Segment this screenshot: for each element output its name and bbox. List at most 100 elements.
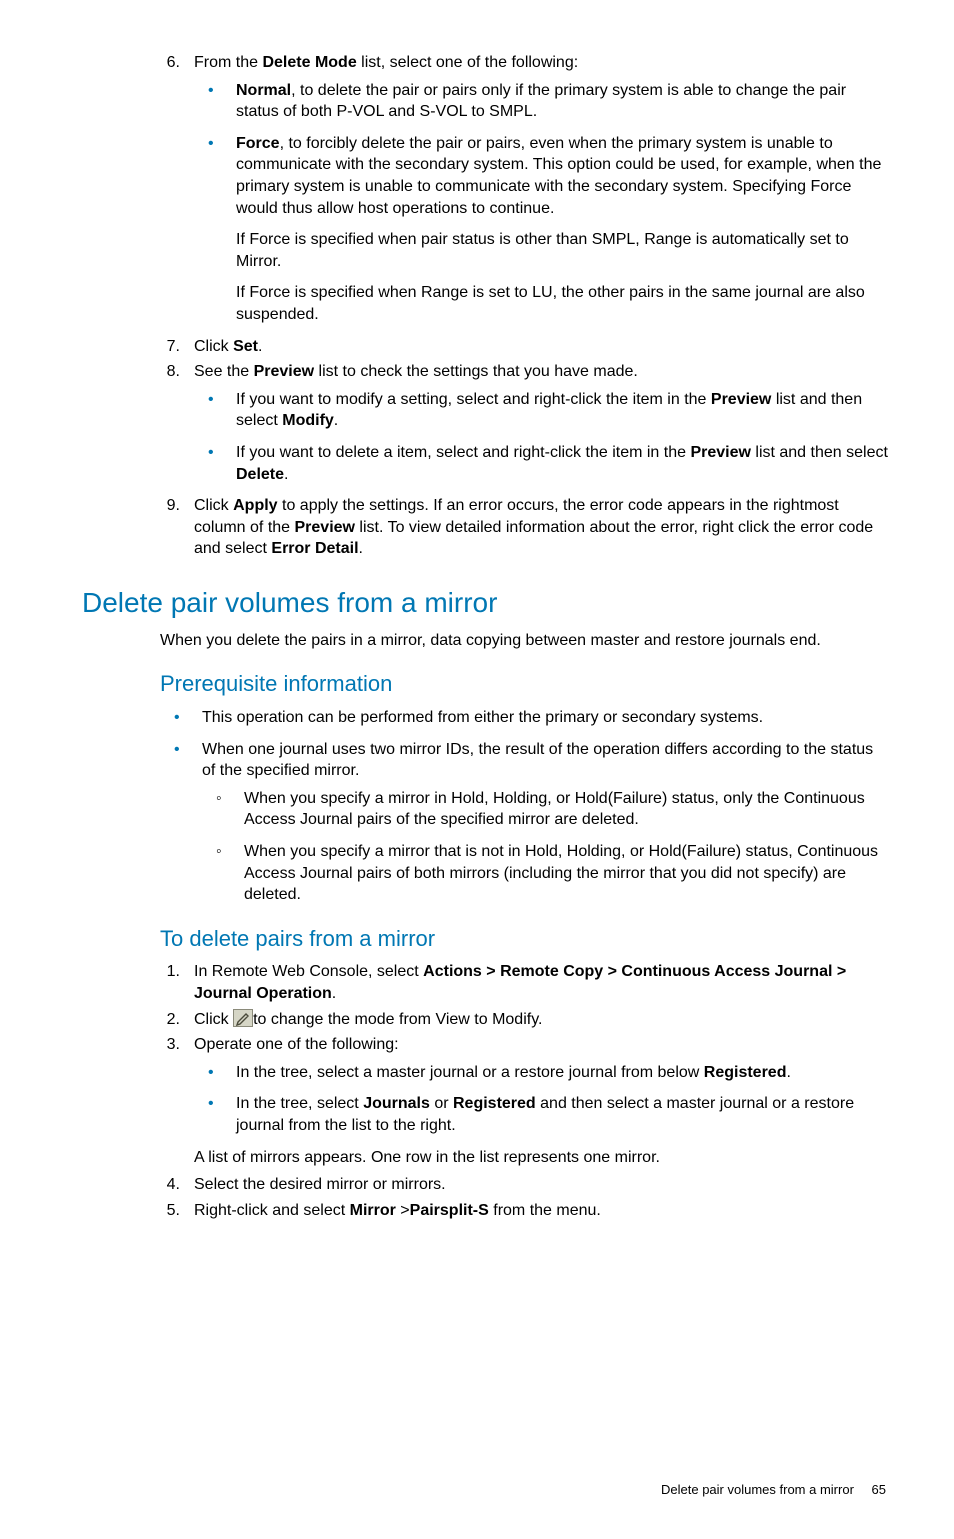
sub-bullets: Normal, to delete the pair or pairs only… — [194, 80, 888, 326]
text: Click — [194, 497, 233, 514]
bold: Preview — [711, 391, 771, 408]
subsection-heading: Prerequisite information — [160, 669, 888, 699]
step-text: In Remote Web Console, select Actions > … — [194, 963, 846, 1002]
text: . — [334, 412, 338, 429]
text: list, select one of the following: — [357, 54, 578, 71]
text: from the menu. — [489, 1202, 601, 1219]
bold: Error Detail — [271, 540, 358, 557]
bold: Force — [236, 135, 280, 152]
text: to change the mode from View to Modify. — [253, 1011, 542, 1028]
prereq-item: This operation can be performed from eit… — [160, 707, 888, 729]
step-text: Right-click and select Mirror >Pairsplit… — [194, 1202, 601, 1219]
prereq-list: This operation can be performed from eit… — [160, 707, 888, 906]
step-text: Click Apply to apply the settings. If an… — [194, 497, 873, 557]
text: If you want to delete a item, select and… — [236, 444, 690, 461]
step-number: 8. — [152, 361, 180, 383]
bullet-normal: Normal, to delete the pair or pairs only… — [194, 80, 888, 123]
bold: Delete Mode — [262, 54, 356, 71]
text: In the tree, select a master journal or … — [236, 1064, 704, 1081]
step-text: See the Preview list to check the settin… — [194, 363, 638, 380]
subsection-heading: To delete pairs from a mirror — [160, 924, 888, 954]
step-number: 3. — [152, 1034, 180, 1056]
step-7: 7. Click Set. — [152, 336, 888, 358]
prereq-subitem: When you specify a mirror in Hold, Holdi… — [202, 788, 888, 831]
step-6: 6. From the Delete Mode list, select one… — [152, 52, 888, 326]
bold: Normal — [236, 82, 291, 99]
text: See the — [194, 363, 254, 380]
bold: Delete — [236, 466, 284, 483]
bold: Journals — [363, 1095, 430, 1112]
bold: Set — [233, 338, 258, 355]
text: Right-click and select — [194, 1202, 350, 1219]
text: list to check the settings that you have… — [314, 363, 638, 380]
text: , to forcibly delete the pair or pairs, … — [236, 135, 881, 217]
sub-bullets: In the tree, select a master journal or … — [194, 1062, 888, 1137]
text: > — [396, 1202, 410, 1219]
step-number: 6. — [152, 52, 180, 74]
del-step-1: 1. In Remote Web Console, select Actions… — [152, 961, 888, 1004]
prereq-sublist: When you specify a mirror in Hold, Holdi… — [202, 788, 888, 906]
bold: Pairsplit-S — [410, 1202, 489, 1219]
text: . — [786, 1064, 790, 1081]
prereq-subitem: When you specify a mirror that is not in… — [202, 841, 888, 906]
sub-bullets: If you want to modify a setting, select … — [194, 389, 888, 485]
page-number: 65 — [872, 1482, 886, 1497]
bold: Apply — [233, 497, 277, 514]
text: If you want to modify a setting, select … — [236, 391, 711, 408]
step-text: From the Delete Mode list, select one of… — [194, 54, 578, 71]
step-list-top: 6. From the Delete Mode list, select one… — [152, 52, 888, 560]
step-text: Click to change the mode from View to Mo… — [194, 1011, 542, 1028]
step-text: Click Set. — [194, 338, 262, 355]
step-number: 2. — [152, 1009, 180, 1031]
text: In the tree, select — [236, 1095, 363, 1112]
section-heading: Delete pair volumes from a mirror — [82, 584, 888, 622]
delete-steps-list: 1. In Remote Web Console, select Actions… — [152, 961, 888, 1221]
del-step-4: 4. Select the desired mirror or mirrors. — [152, 1174, 888, 1196]
text: . — [332, 985, 336, 1002]
text: From the — [194, 54, 262, 71]
del-step-2: 2. Click to change the mode from View to… — [152, 1009, 888, 1031]
step-8: 8. See the Preview list to check the set… — [152, 361, 888, 485]
paragraph: A list of mirrors appears. One row in th… — [194, 1147, 888, 1169]
text: When one journal uses two mirror IDs, th… — [202, 741, 873, 780]
bullet: In the tree, select Journals or Register… — [194, 1093, 888, 1136]
step-number: 4. — [152, 1174, 180, 1196]
text: In Remote Web Console, select — [194, 963, 423, 980]
bullet-delete: If you want to delete a item, select and… — [194, 442, 888, 485]
page-footer: Delete pair volumes from a mirror 65 — [82, 1481, 888, 1499]
section-intro: When you delete the pairs in a mirror, d… — [160, 630, 888, 652]
text: Click — [194, 1011, 233, 1028]
footer-title: Delete pair volumes from a mirror — [661, 1482, 854, 1497]
bullet: In the tree, select a master journal or … — [194, 1062, 888, 1084]
document-page: 6. From the Delete Mode list, select one… — [0, 0, 954, 1539]
text: . — [284, 466, 288, 483]
step-number: 7. — [152, 336, 180, 358]
bold: Preview — [254, 363, 314, 380]
del-step-3: 3. Operate one of the following: In the … — [152, 1034, 888, 1168]
bullet-modify: If you want to modify a setting, select … — [194, 389, 888, 432]
text: . — [258, 338, 262, 355]
step-number: 9. — [152, 495, 180, 517]
bold: Mirror — [350, 1202, 396, 1219]
bold: Preview — [295, 519, 355, 536]
paragraph: If Force is specified when Range is set … — [236, 282, 888, 325]
step-text: Select the desired mirror or mirrors. — [194, 1176, 446, 1193]
text: , to delete the pair or pairs only if th… — [236, 82, 846, 121]
step-number: 5. — [152, 1200, 180, 1222]
paragraph: If Force is specified when pair status i… — [236, 229, 888, 272]
text: . — [359, 540, 363, 557]
text: Click — [194, 338, 233, 355]
bold: Registered — [453, 1095, 536, 1112]
prereq-item: When one journal uses two mirror IDs, th… — [160, 739, 888, 906]
pencil-edit-icon — [233, 1009, 253, 1027]
bullet-force: Force, to forcibly delete the pair or pa… — [194, 133, 888, 326]
step-9: 9. Click Apply to apply the settings. If… — [152, 495, 888, 560]
step-number: 1. — [152, 961, 180, 983]
step-text: Operate one of the following: — [194, 1036, 399, 1053]
del-step-5: 5. Right-click and select Mirror >Pairsp… — [152, 1200, 888, 1222]
bold: Registered — [704, 1064, 787, 1081]
bold: Preview — [690, 444, 750, 461]
bold: Modify — [282, 412, 334, 429]
text: list and then select — [751, 444, 888, 461]
text: or — [430, 1095, 453, 1112]
